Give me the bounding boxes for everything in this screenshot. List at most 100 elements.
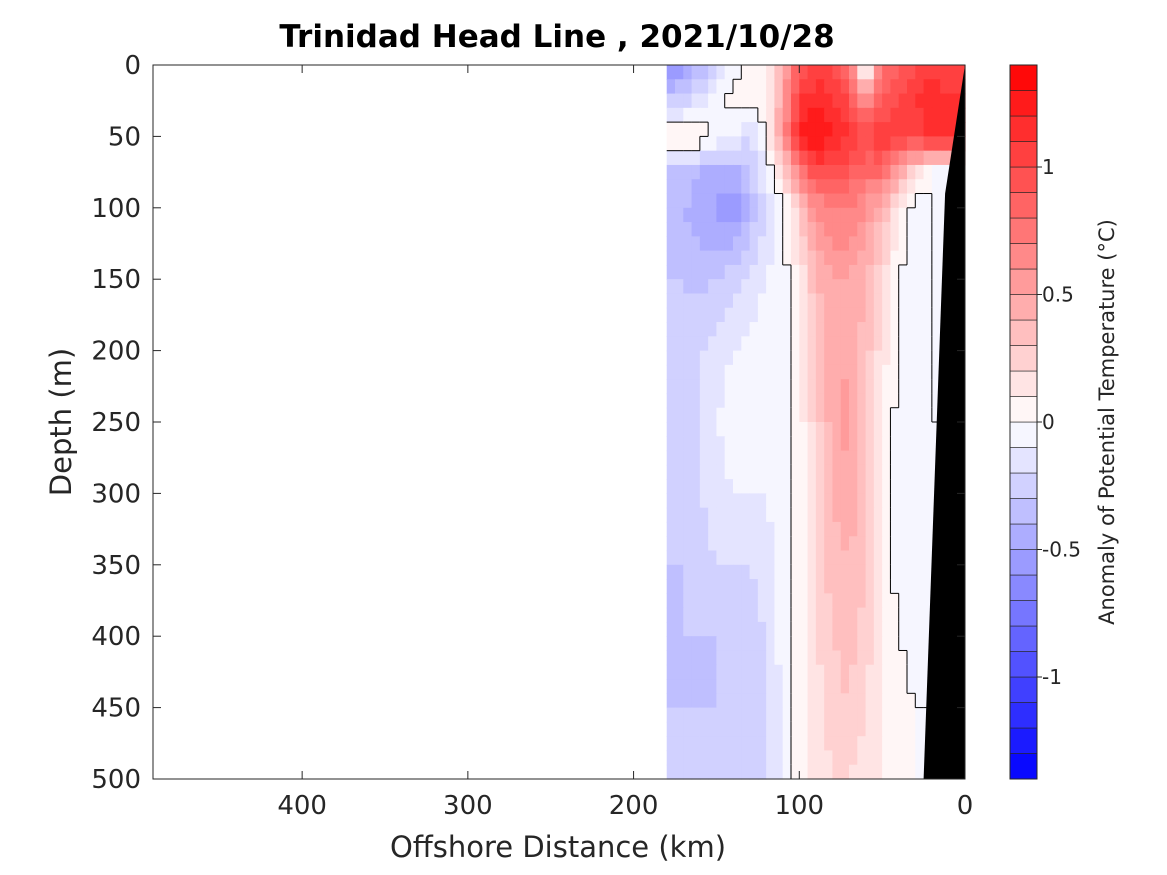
heatmap-cell xyxy=(882,193,892,209)
heatmap-cell xyxy=(815,322,825,337)
heatmap-cell xyxy=(724,707,734,723)
heatmap-cell xyxy=(683,179,693,195)
heatmap-cell xyxy=(666,636,676,652)
heatmap-cell xyxy=(708,493,718,509)
heatmap-cell xyxy=(675,79,684,95)
colorbar: 10.50-0.5-1 Anomaly of Potential Tempera… xyxy=(1009,64,1119,780)
heatmap-cell xyxy=(923,65,933,80)
heatmap-cell xyxy=(857,479,867,494)
heatmap-cell xyxy=(849,764,858,780)
colorbar-band xyxy=(1009,651,1038,678)
heatmap-cell xyxy=(915,693,925,709)
heatmap-cell xyxy=(840,164,850,180)
heatmap-cell xyxy=(799,222,809,237)
heatmap-cell xyxy=(907,350,916,366)
heatmap-cell xyxy=(815,193,825,209)
heatmap-cell xyxy=(757,721,767,737)
heatmap-cell xyxy=(815,536,825,552)
heatmap-cell xyxy=(857,93,867,109)
y-tick-label: 250 xyxy=(91,408,141,438)
heatmap-cell xyxy=(766,364,776,380)
heatmap-cell xyxy=(907,107,916,123)
heatmap-cell xyxy=(757,693,767,709)
heatmap-cell xyxy=(923,550,933,566)
heatmap-cell xyxy=(749,65,759,80)
heatmap-cell xyxy=(931,407,941,423)
heatmap-cell xyxy=(931,179,941,195)
heatmap-cell xyxy=(691,650,701,666)
heatmap-cell xyxy=(865,379,875,395)
heatmap-cell xyxy=(724,79,734,95)
heatmap-cell xyxy=(749,707,759,723)
heatmap-cell xyxy=(857,521,867,537)
heatmap-cell xyxy=(699,222,709,237)
heatmap-cell xyxy=(873,536,883,552)
heatmap-cell xyxy=(782,450,792,466)
heatmap-cell xyxy=(741,179,751,195)
heatmap-cell xyxy=(873,150,883,166)
heatmap-cell xyxy=(815,579,825,594)
heatmap-cell xyxy=(691,93,701,109)
heatmap-cell xyxy=(782,350,792,366)
heatmap-cell xyxy=(691,450,701,466)
heatmap-cell xyxy=(832,150,842,166)
heatmap-cell xyxy=(666,222,676,237)
heatmap-cell xyxy=(840,336,850,352)
heatmap-cell xyxy=(782,207,792,223)
heatmap-cell xyxy=(907,336,916,352)
heatmap-cell xyxy=(915,521,925,537)
heatmap-cell xyxy=(807,721,817,737)
heatmap-cell xyxy=(890,193,900,209)
heatmap-cell xyxy=(699,621,709,637)
heatmap-cell xyxy=(683,464,693,480)
heatmap-cell xyxy=(666,693,676,709)
heatmap-cell xyxy=(865,721,875,737)
heatmap-cell xyxy=(741,93,751,109)
heatmap-cell xyxy=(873,707,883,723)
heatmap-cell xyxy=(832,322,842,337)
heatmap-cell xyxy=(716,764,726,780)
heatmap-cell xyxy=(741,322,751,337)
heatmap-cell xyxy=(766,264,776,280)
heatmap-cell xyxy=(766,621,776,637)
heatmap-cell xyxy=(666,336,676,352)
heatmap-cell xyxy=(824,507,834,523)
heatmap-cell xyxy=(799,422,809,437)
heatmap-cell xyxy=(799,379,809,395)
heatmap-cell xyxy=(782,93,792,109)
heatmap-cell xyxy=(898,750,908,766)
heatmap-cell xyxy=(733,536,742,552)
heatmap-cell xyxy=(849,564,858,580)
heatmap-cell xyxy=(791,293,800,309)
heatmap-cell xyxy=(675,150,684,166)
heatmap-cell xyxy=(666,550,676,566)
heatmap-cell xyxy=(749,736,759,752)
heatmap-cell xyxy=(791,564,800,580)
heatmap-cell xyxy=(865,407,875,423)
heatmap-cell xyxy=(799,464,809,480)
heatmap-cell xyxy=(931,93,941,109)
heatmap-cell xyxy=(923,164,933,180)
heatmap-cell xyxy=(882,764,892,780)
heatmap-cell xyxy=(882,93,892,109)
heatmap-cell xyxy=(716,536,726,552)
heatmap-cell xyxy=(865,750,875,766)
heatmap-cell xyxy=(857,407,867,423)
heatmap-cell xyxy=(716,93,726,109)
heatmap-cell xyxy=(857,493,867,509)
heatmap-cell xyxy=(907,721,916,737)
heatmap-cell xyxy=(890,621,900,637)
heatmap-cell xyxy=(832,164,842,180)
heatmap-cell xyxy=(849,407,858,423)
heatmap-cell xyxy=(840,250,850,266)
heatmap-cell xyxy=(840,264,850,280)
heatmap-cell xyxy=(741,407,751,423)
colorbar-bands xyxy=(1009,64,1038,780)
colorbar-band xyxy=(1009,676,1038,703)
heatmap-cell xyxy=(799,693,809,709)
heatmap-cell xyxy=(757,65,767,80)
heatmap-cell xyxy=(824,593,834,609)
heatmap-cell xyxy=(890,422,900,437)
heatmap-cell xyxy=(791,136,800,152)
heatmap-cell xyxy=(791,436,800,452)
